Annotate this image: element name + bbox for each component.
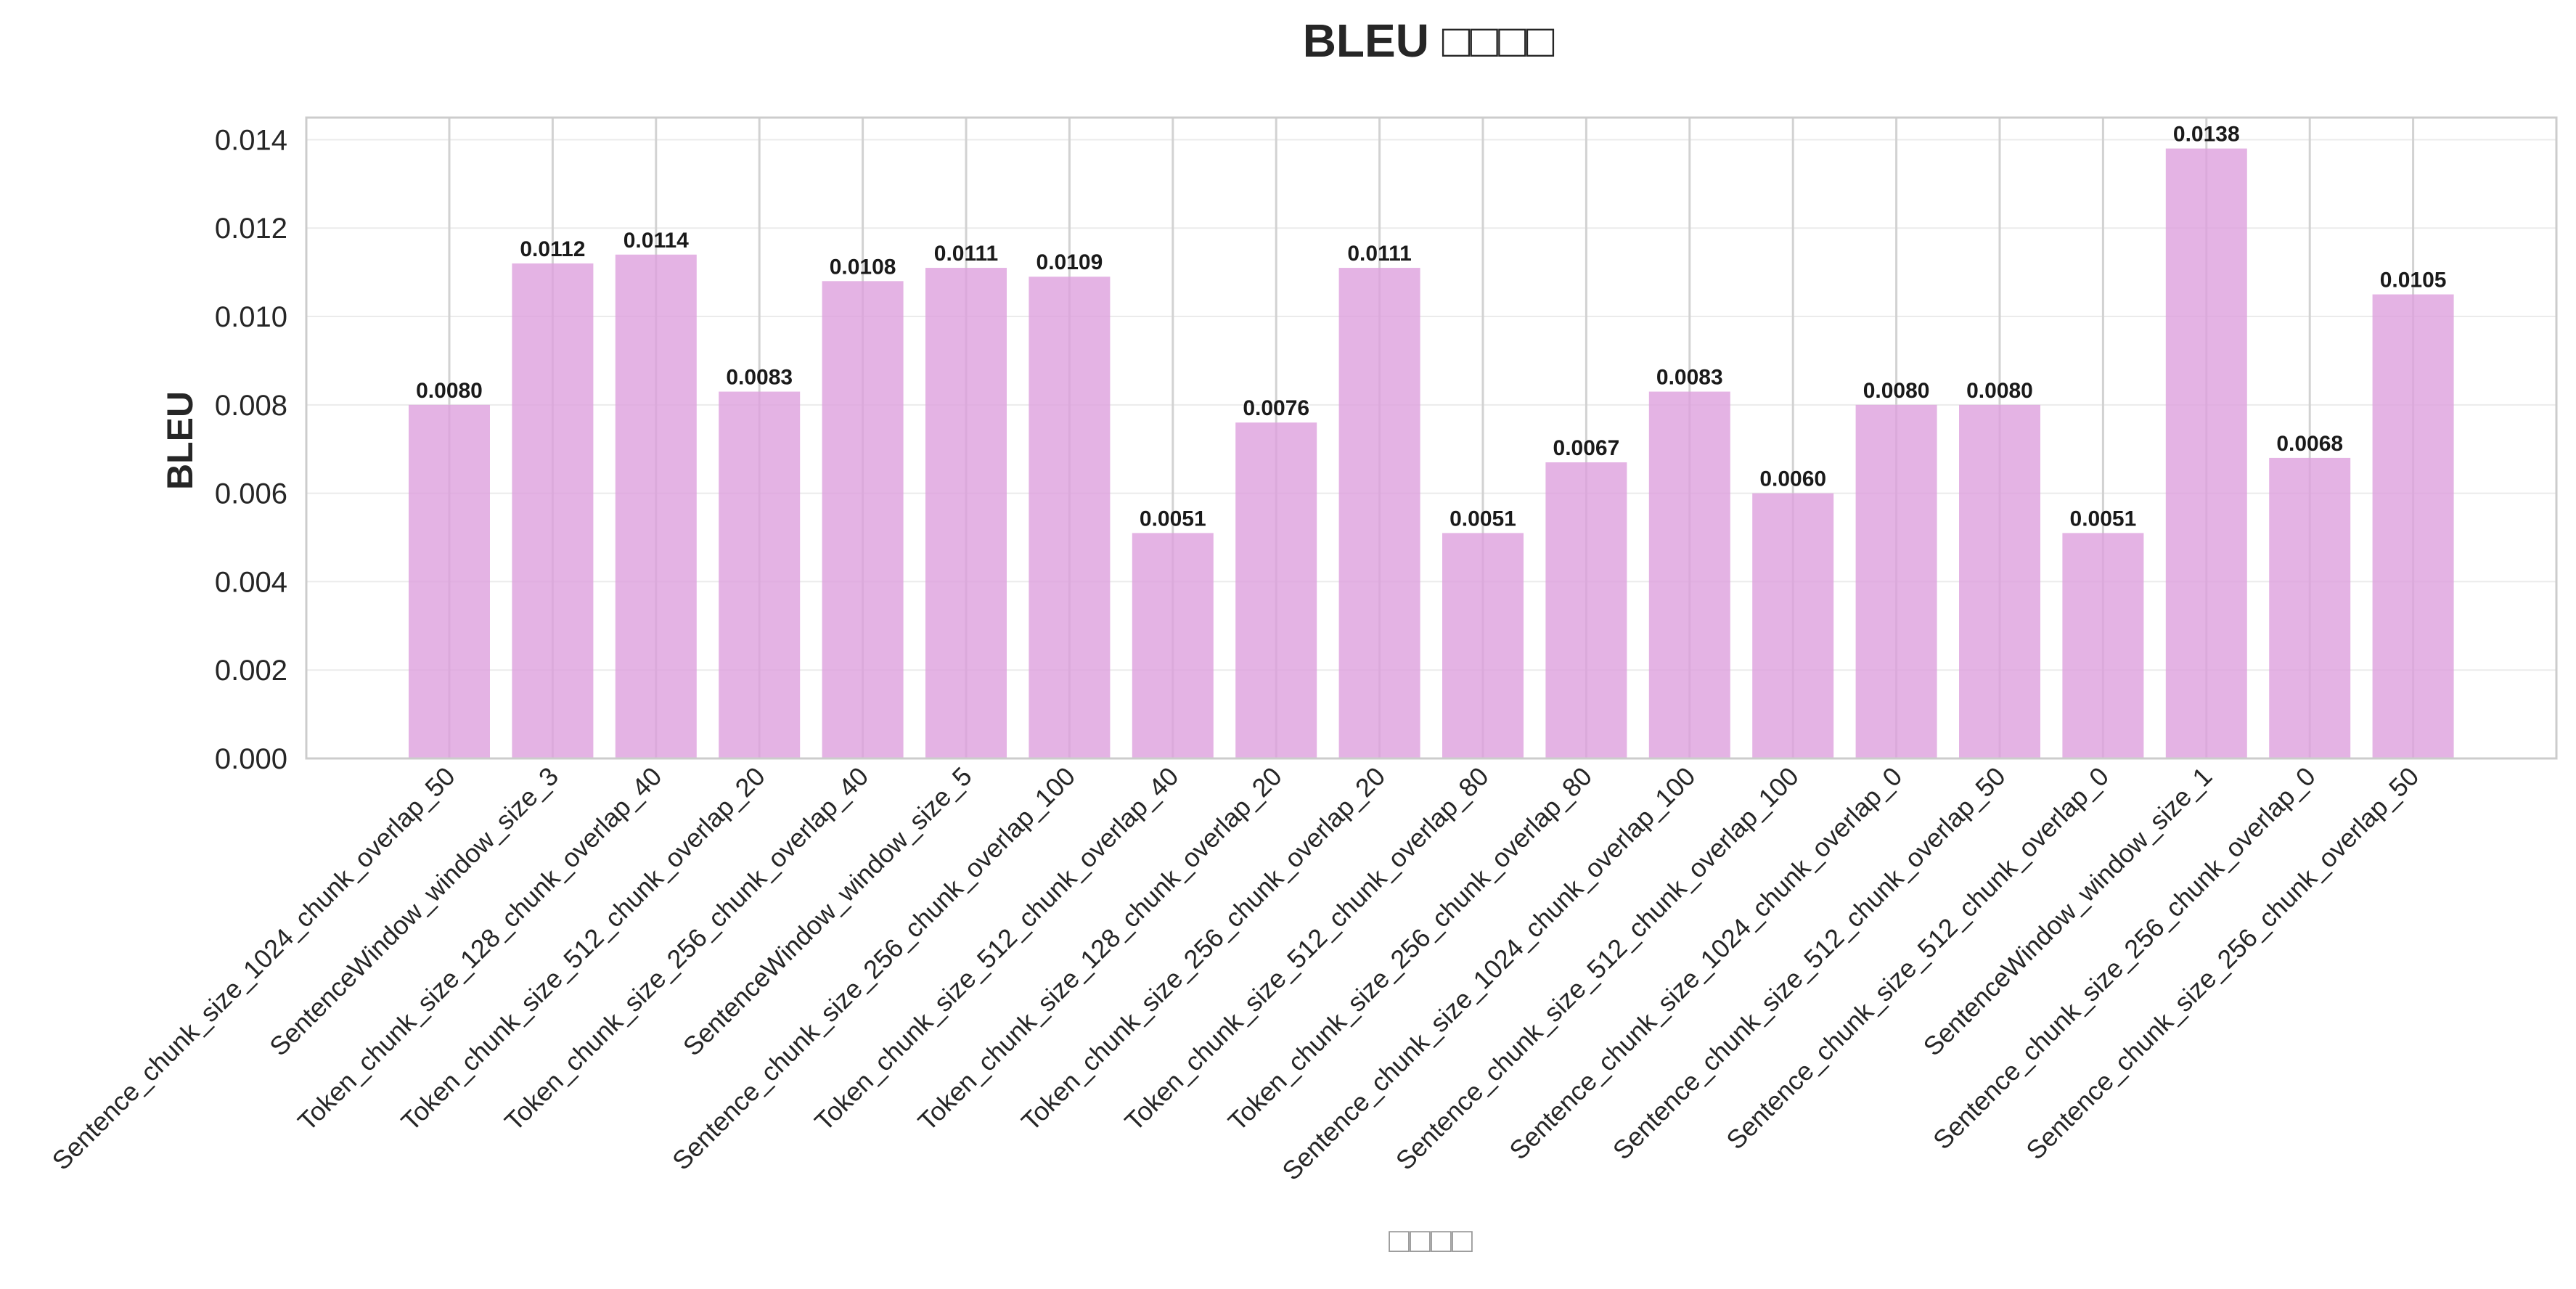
- value-label: 0.0080: [1966, 379, 2033, 403]
- x-tick-labels: Sentence_chunk_size_1024_chunk_overlap_5…: [46, 761, 2425, 1186]
- y-axis-label: BLEU: [160, 391, 200, 490]
- chart-title: BLEU □□□□: [1303, 15, 1555, 67]
- bar: [1959, 404, 2040, 758]
- bar: [925, 268, 1007, 758]
- value-label: 0.0083: [726, 366, 793, 390]
- x-tick-label: Token_chunk_size_256_chunk_overlap_40: [499, 761, 874, 1137]
- bar: [1648, 391, 1730, 758]
- x-tick-label: Sentence_chunk_size_512_chunk_overlap_0: [1720, 761, 2114, 1155]
- bar: [1545, 462, 1627, 758]
- bar: [2269, 457, 2351, 758]
- bar: [1855, 404, 1937, 758]
- value-label: 0.0080: [416, 379, 483, 403]
- value-label: 0.0109: [1036, 250, 1103, 274]
- value-label: 0.0111: [934, 242, 998, 266]
- bars: [409, 148, 2454, 759]
- x-tick-label: Token_chunk_size_256_chunk_overlap_20: [1015, 761, 1391, 1137]
- bar: [1752, 493, 1834, 758]
- value-label: 0.0051: [2070, 507, 2137, 531]
- value-label: 0.0051: [1449, 507, 1516, 531]
- x-tick-label: Token_chunk_size_256_chunk_overlap_80: [1222, 761, 1598, 1137]
- x-tick-label: Token_chunk_size_128_chunk_overlap_40: [292, 761, 667, 1137]
- plot-frame: [305, 116, 2558, 760]
- bar: [1132, 533, 1214, 758]
- bar: [1235, 422, 1317, 758]
- value-labels: 0.0080 0.0112 0.0114 0.0083 0.0108 0.0111 0.01…: [416, 123, 2446, 531]
- bar: [2165, 148, 2247, 759]
- bar: [1029, 277, 1111, 758]
- value-label: 0.0138: [2173, 123, 2240, 147]
- value-label: 0.0105: [2380, 269, 2447, 292]
- value-label: 0.0111: [1347, 242, 1411, 266]
- bar: [719, 391, 801, 758]
- bar: [2372, 294, 2454, 759]
- bar: [409, 404, 490, 758]
- value-label: 0.0051: [1140, 507, 1206, 531]
- x-tick-label: Sentence_chunk_size_1024_chunk_overlap_0: [1503, 761, 1908, 1166]
- x-tick-label: Sentence_chunk_size_512_chunk_overlap_50: [1607, 761, 2011, 1166]
- y-tick-label: 0.008: [215, 390, 287, 422]
- value-label: 0.0108: [830, 255, 896, 279]
- value-label: 0.0068: [2276, 432, 2343, 456]
- y-tick-label: 0.002: [215, 655, 287, 687]
- y-tick-labels: 0.000 0.002 0.004 0.006 0.008 0.010 0.012 0.014: [215, 124, 287, 775]
- y-tick-label: 0.000: [215, 743, 287, 775]
- value-label: 0.0080: [1863, 379, 1930, 403]
- x-tick-label: Sentence_chunk_size_256_chunk_overlap_0: [1927, 761, 2321, 1155]
- y-tick-label: 0.010: [215, 301, 287, 333]
- x-tick-label: Token_chunk_size_512_chunk_overlap_40: [809, 761, 1184, 1137]
- y-tick-label: 0.004: [215, 566, 287, 598]
- x-tick-label: Token_chunk_size_512_chunk_overlap_80: [1119, 761, 1494, 1137]
- value-label: 0.0112: [520, 237, 585, 261]
- value-label: 0.0114: [623, 229, 689, 253]
- value-label: 0.0076: [1243, 396, 1309, 420]
- bar: [822, 281, 904, 758]
- y-tick-label: 0.012: [215, 213, 287, 245]
- x-tick-label: Token_chunk_size_128_chunk_overlap_20: [912, 761, 1288, 1137]
- bar: [615, 254, 697, 758]
- bar: [2062, 533, 2144, 758]
- value-label: 0.0067: [1553, 436, 1620, 460]
- x-axis-label: □□□□: [1389, 1222, 1473, 1260]
- x-tick-label: Sentence_chunk_size_256_chunk_overlap_50: [2020, 761, 2424, 1166]
- value-label: 0.0060: [1759, 467, 1826, 491]
- y-tick-label: 0.014: [215, 124, 287, 156]
- bar: [1338, 268, 1420, 758]
- bar: [1442, 533, 1524, 758]
- x-tick-label: Token_chunk_size_512_chunk_overlap_20: [396, 761, 771, 1137]
- value-label: 0.0083: [1656, 366, 1723, 390]
- bar: [512, 263, 594, 758]
- y-tick-label: 0.006: [215, 478, 287, 510]
